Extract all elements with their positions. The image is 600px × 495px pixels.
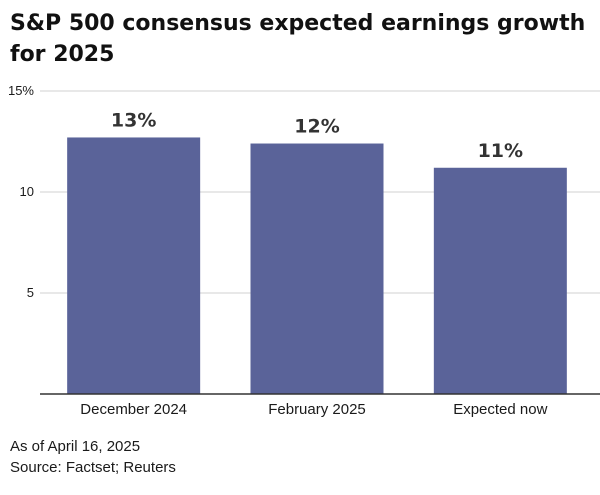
y-tick-label: 15% [8,83,34,98]
x-tick-label: February 2025 [268,401,366,418]
x-tick-label: December 2024 [80,401,187,418]
axes: 5 10 15% December 2024 February 2025 Expected… [8,83,600,418]
data-labels: 13% 12% 11% [111,109,523,161]
data-label: 12% [294,116,339,138]
bars [67,137,567,394]
bar [67,137,201,394]
data-label: 13% [111,109,156,131]
y-tick-label: 10 [20,184,34,199]
data-label: 11% [478,140,523,162]
footnote-source: Source: Factset; Reuters [10,459,176,476]
bar [250,143,384,394]
bar [433,167,567,394]
x-tick-label: Expected now [453,401,547,418]
y-tick-label: 5 [27,285,34,300]
bar-chart: 13% 12% 11% 5 10 15% December 2024 February 20… [8,83,600,418]
footnote-date: As of April 16, 2025 [10,438,141,455]
chart-title: S&P 500 consensus expected earnings grow… [10,11,586,67]
